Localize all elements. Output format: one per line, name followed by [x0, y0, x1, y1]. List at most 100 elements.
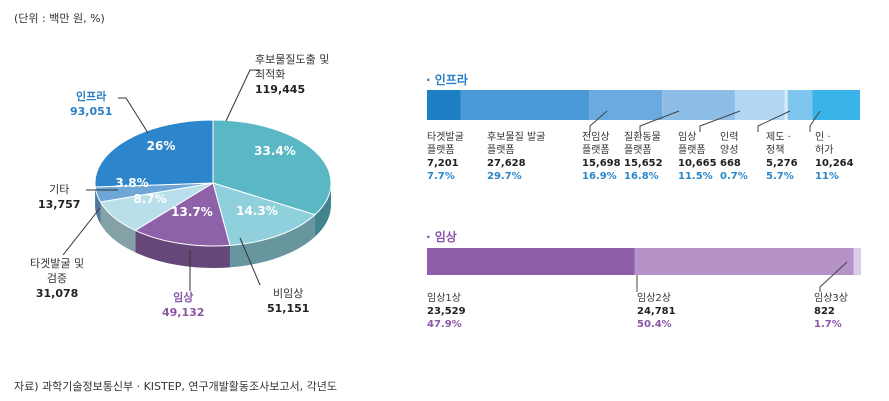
- pie-percent-label-3: 8.7%: [133, 192, 166, 206]
- segment-label-6: 제도 · 정책 5,276 5.7%: [766, 131, 798, 183]
- segment-1-l1: 후보물질 발굴: [487, 132, 546, 143]
- segment-0-l2: 플랫폼: [427, 145, 455, 156]
- segment-4-n: 10,665: [678, 158, 717, 169]
- bar-leader-1: [639, 110, 680, 132]
- leader-line-5: [239, 237, 261, 286]
- segment-label-2: 전임상 플랫폼 15,698 16.9%: [582, 131, 621, 183]
- segment-2-n: 15,698: [582, 158, 621, 169]
- segment-0-l1: 임상1상: [427, 293, 461, 304]
- segment-label-0: 임상1상 23,529 47.9%: [427, 292, 466, 331]
- segment-1-n: 24,781: [637, 306, 676, 317]
- label-clinical-value: 49,132: [162, 306, 205, 319]
- segment-0-n: 7,201: [427, 158, 459, 169]
- segment-2-n: 822: [814, 306, 835, 317]
- segment-5-l2: 양성: [720, 145, 739, 156]
- leader-line-0: [225, 69, 258, 122]
- infra-section-title: · 인프라: [426, 73, 468, 87]
- segment-1-p: 29.7%: [487, 171, 522, 182]
- segment-0-l1: 타겟발굴: [427, 132, 464, 143]
- label-nonclinical-name: 비임상: [273, 287, 304, 300]
- segment-6-l1: 제도 ·: [766, 132, 791, 143]
- pie-slice-0: [212, 119, 332, 216]
- bar-leader-3: [757, 110, 791, 132]
- segment-4-l2: 플랫폼: [678, 145, 706, 156]
- label-infra-name: 인프라: [76, 90, 107, 103]
- bar-segment-6: [787, 90, 813, 120]
- pie-side-walls: [95, 183, 331, 269]
- infra-stacked-bar: [427, 90, 860, 132]
- segment-5-l1: 인력: [720, 132, 739, 143]
- pie-side-1: [229, 214, 315, 268]
- bar-segment-7: [812, 90, 860, 120]
- segment-7-n: 10,264: [815, 158, 854, 169]
- segment-0-p: 47.9%: [427, 319, 462, 330]
- label-clinical-name: 임상: [173, 291, 194, 304]
- segment-7-p: 11%: [815, 171, 839, 182]
- pie-top: 33.4% 14.3% 13.7% 8.7% 3.8% 26%: [94, 119, 332, 247]
- bar-leader-0: [589, 110, 608, 132]
- label-candidate-name2: 최적화: [255, 68, 286, 81]
- pie-percent-label-5: 26%: [147, 139, 176, 153]
- label-infra: 인프라 93,051: [70, 89, 112, 119]
- bar-segment-2: [853, 248, 861, 275]
- pie-side-2: [135, 230, 230, 269]
- bar-segment-1: [460, 90, 590, 120]
- segment-3-l1: 질환동물: [624, 132, 661, 143]
- segment-7-l2: 허가: [815, 145, 834, 156]
- segment-label-7: 인 · 허가 10,264 11%: [815, 131, 854, 183]
- segment-4-l1: 임상: [678, 132, 697, 143]
- segment-5-p: 0.7%: [720, 171, 748, 182]
- label-target-value: 31,078: [35, 287, 79, 300]
- pie-percent-label-0: 33.4%: [254, 144, 296, 158]
- pie-slice-5: [94, 119, 214, 188]
- label-target: 타겟발굴 및 검증 31,078: [30, 256, 84, 301]
- segment-1-n: 27,628: [487, 158, 526, 169]
- pie-side-0: [314, 183, 331, 237]
- segment-5-n: 668: [720, 158, 741, 169]
- segment-3-l2: 플랫폼: [624, 145, 652, 156]
- segment-0-n: 23,529: [427, 306, 466, 317]
- label-other: 기타 13,757: [38, 182, 80, 212]
- pie-side-3: [100, 201, 136, 253]
- segment-0-p: 7.7%: [427, 171, 455, 182]
- bar-segment-4: [734, 90, 785, 120]
- bar-segment-2: [589, 90, 663, 120]
- segment-label-2: 임상3상 822 1.7%: [814, 292, 848, 331]
- label-infra-value: 93,051: [70, 105, 113, 118]
- source-note: 자료) 과학기술정보통신부 · KISTEP, 연구개발활동조사보고서, 각년도: [14, 380, 338, 393]
- label-target-name1: 타겟발굴 및: [30, 257, 85, 270]
- leader-line-1: [118, 97, 149, 134]
- label-candidate-name1: 후보물질도출 및: [255, 53, 330, 66]
- segment-7-l1: 인 ·: [815, 132, 831, 143]
- segment-2-l1: 임상3상: [814, 293, 848, 304]
- clinical-section-title: · 임상: [426, 230, 457, 244]
- pie-leader-lines: [62, 69, 261, 291]
- pie-side-4: [95, 187, 101, 224]
- label-candidate-value: 119,445: [255, 83, 306, 96]
- bar-segment-0: [427, 248, 635, 275]
- label-other-name: 기타: [49, 183, 70, 196]
- bar-segment-3: [662, 90, 735, 120]
- bar-segment-0: [427, 90, 461, 120]
- segment-4-p: 11.5%: [678, 171, 713, 182]
- label-nonclinical: 비임상 51,151: [267, 286, 309, 316]
- segment-6-n: 5,276: [766, 158, 798, 169]
- segment-3-p: 16.8%: [624, 171, 659, 182]
- bar-leader-1: [819, 261, 848, 292]
- segment-3-n: 15,652: [624, 158, 663, 169]
- label-nonclinical-value: 51,151: [267, 302, 310, 315]
- segment-6-p: 5.7%: [766, 171, 794, 182]
- pie-percent-label-2: 13.7%: [171, 205, 213, 219]
- segment-2-p: 1.7%: [814, 319, 842, 330]
- label-other-value: 13,757: [38, 198, 81, 211]
- segment-6-l2: 정책: [766, 145, 785, 156]
- label-clinical: 임상 49,132: [162, 290, 204, 320]
- bar-segment-5: [784, 90, 788, 120]
- segment-2-p: 16.9%: [582, 171, 617, 182]
- segment-1-p: 50.4%: [637, 319, 672, 330]
- segment-1-l2: 플랫폼: [487, 145, 515, 156]
